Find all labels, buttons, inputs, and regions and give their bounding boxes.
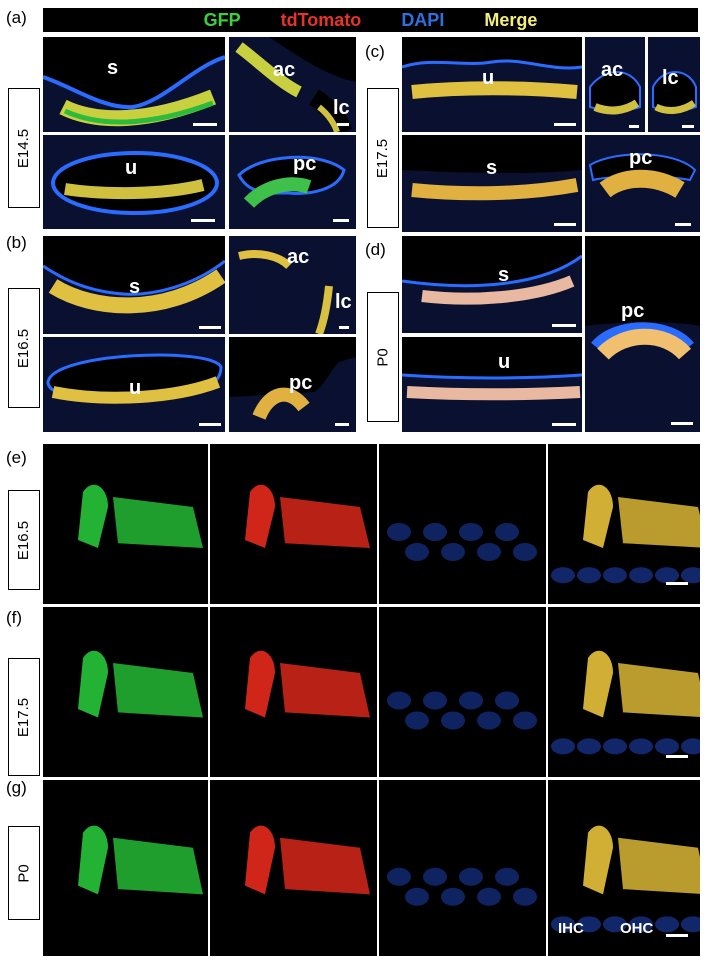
- micrograph-f-tdtomato: [210, 607, 377, 777]
- annotation-ihc: IHC: [558, 920, 584, 937]
- tissue-label-u: u: [482, 67, 495, 89]
- scale-bar: [191, 219, 215, 222]
- micrograph-f-merge: [548, 607, 700, 777]
- scale-bar: [199, 423, 221, 426]
- scale-bar: [554, 223, 576, 226]
- scale-bar: [675, 223, 691, 226]
- tissue-label-u: u: [498, 351, 511, 373]
- micrograph-e-dapi: [379, 444, 546, 604]
- scale-bar: [666, 582, 688, 585]
- tissue-label-pc: pc: [621, 300, 645, 322]
- micrograph-g-gfp: [43, 780, 208, 956]
- micrograph-a-cristae: ac lc: [229, 37, 356, 132]
- tissue-label-u: u: [129, 377, 142, 399]
- legend-gfp: GFP: [203, 9, 241, 30]
- micrograph-b-posterior-crista: pc: [229, 337, 356, 432]
- scale-bar: [552, 423, 576, 426]
- scale-bar: [199, 326, 221, 329]
- legend-dapi: DAPI: [401, 9, 445, 30]
- stage-label-c: E17.5: [367, 88, 399, 228]
- micrograph-d-utricle: u: [402, 337, 582, 432]
- micrograph-b-cristae: ac lc: [229, 236, 356, 334]
- legend-tdtomato: tdTomato: [280, 9, 362, 30]
- panel-letter-b: (b): [6, 233, 27, 252]
- micrograph-a-posterior-crista: pc: [229, 135, 356, 229]
- tissue-label-pc: pc: [293, 153, 317, 175]
- scale-bar: [333, 219, 349, 222]
- scale-bar: [666, 755, 688, 758]
- micrograph-b-saccule: s: [43, 236, 225, 334]
- channel-legend-bar: GFP tdTomato DAPI Merge: [43, 8, 698, 32]
- scale-bar: [682, 125, 694, 128]
- micrograph-d-saccule: s: [402, 236, 582, 333]
- tissue-label-pc: pc: [289, 372, 313, 394]
- panel-letter-g: (g): [6, 778, 27, 797]
- micrograph-e-tdtomato: [210, 444, 377, 604]
- stage-label-f: E17.5: [8, 658, 40, 776]
- stage-label-d: P0: [367, 292, 399, 422]
- micrograph-a-utricle: u: [43, 135, 225, 229]
- tissue-label-ac: ac: [601, 59, 624, 81]
- scale-bar: [193, 123, 217, 126]
- micrograph-b-utricle: u: [43, 337, 225, 432]
- tissue-label-u: u: [125, 157, 138, 179]
- tissue-label-lc: lc: [335, 291, 352, 313]
- tissue-label-pc: pc: [629, 147, 653, 169]
- micrograph-c-utricle: u: [402, 37, 582, 132]
- tissue-label-s: s: [498, 264, 510, 286]
- panel-letter-c: (c): [365, 42, 385, 61]
- tissue-label-s: s: [486, 157, 498, 179]
- micrograph-d-posterior-crista: pc: [585, 236, 700, 432]
- panel-letter-d: (d): [365, 240, 386, 259]
- micrograph-c-posterior-crista: pc: [585, 135, 700, 232]
- micrograph-c-saccule: s: [402, 135, 582, 232]
- scale-bar: [335, 423, 349, 426]
- micrograph-g-tdtomato: [210, 780, 377, 956]
- tissue-label-ac: ac: [287, 246, 310, 268]
- tissue-label-s: s: [107, 57, 119, 79]
- panel-letter-f: (f): [6, 608, 23, 627]
- stage-label-a: E14.5: [8, 88, 40, 208]
- scale-bar: [629, 125, 639, 128]
- micrograph-e-gfp: [43, 444, 208, 604]
- tissue-label-lc: lc: [662, 67, 679, 89]
- stage-label-b: E16.5: [8, 288, 40, 408]
- panel-letter-a: (a): [6, 8, 27, 27]
- micrograph-c-lateral-crista: lc: [648, 37, 700, 132]
- tissue-label-ac: ac: [273, 59, 296, 81]
- micrograph-c-anterior-crista: ac: [585, 37, 645, 132]
- micrograph-f-dapi: [379, 607, 546, 777]
- micrograph-f-gfp: [43, 607, 208, 777]
- scale-bar: [666, 934, 688, 937]
- panel-letter-e: (e): [6, 448, 27, 467]
- micrograph-a-saccule: s: [43, 37, 225, 132]
- micrograph-g-dapi: [379, 780, 546, 956]
- tissue-label-lc: lc: [333, 97, 350, 119]
- scale-bar: [554, 123, 576, 126]
- tissue-label-s: s: [129, 276, 141, 298]
- stage-label-g: P0: [8, 826, 40, 920]
- scale-bar: [339, 326, 349, 329]
- scale-bar: [337, 123, 349, 126]
- annotation-ohc: OHC: [620, 920, 654, 937]
- micrograph-e-merge: [548, 444, 700, 604]
- scale-bar: [552, 324, 576, 327]
- stage-label-e: E16.5: [8, 490, 40, 590]
- legend-merge: Merge: [484, 9, 538, 30]
- scale-bar: [671, 422, 693, 425]
- micrograph-g-merge: IHC OHC: [548, 780, 700, 956]
